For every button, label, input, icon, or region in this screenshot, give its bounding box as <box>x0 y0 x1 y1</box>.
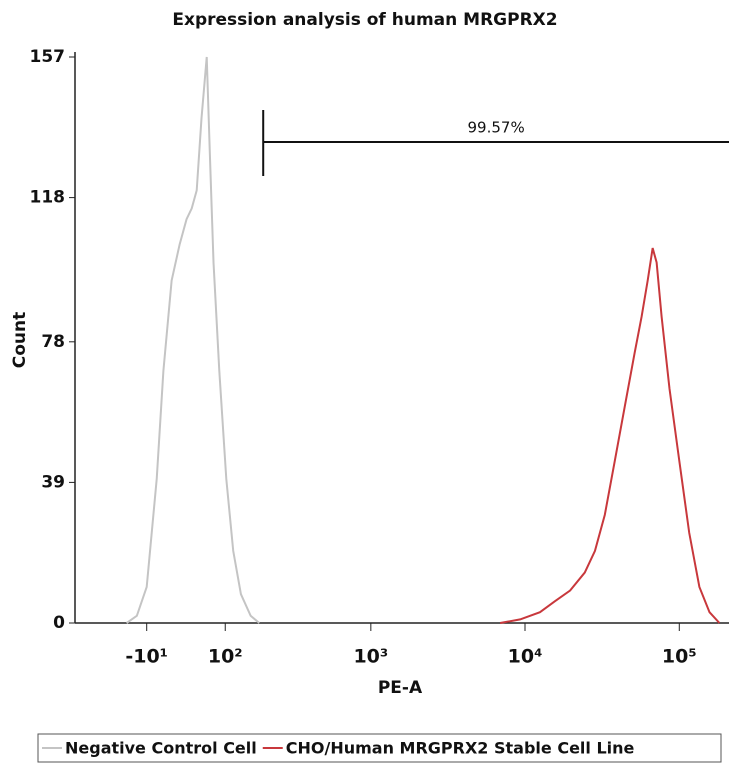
histogram-line <box>126 56 260 624</box>
x-tick-label: -10¹ <box>125 646 168 668</box>
y-tick-label: 118 <box>30 188 66 208</box>
y-axis-label: Count <box>10 312 30 369</box>
legend-box <box>37 733 722 763</box>
chart-title: Expression analysis of human MRGPRX2 <box>172 10 557 30</box>
x-axis-label: PE-A <box>378 678 423 698</box>
histogram-line <box>499 247 721 624</box>
y-tick-label: 157 <box>30 47 66 67</box>
x-tick-label: 10⁵ <box>662 646 697 668</box>
gate-label: 99.57% <box>468 119 525 137</box>
legend-label: CHO/Human MRGPRX2 Stable Cell Line <box>286 739 635 758</box>
y-tick-label: 39 <box>41 472 65 492</box>
y-tick-label: 78 <box>41 332 65 352</box>
x-tick-label: 10² <box>208 646 243 668</box>
x-tick-label: 10⁴ <box>508 646 543 668</box>
x-tick-label: 10³ <box>353 646 388 668</box>
legend-label: Negative Control Cell <box>65 739 257 758</box>
y-tick-label: 0 <box>53 613 65 633</box>
